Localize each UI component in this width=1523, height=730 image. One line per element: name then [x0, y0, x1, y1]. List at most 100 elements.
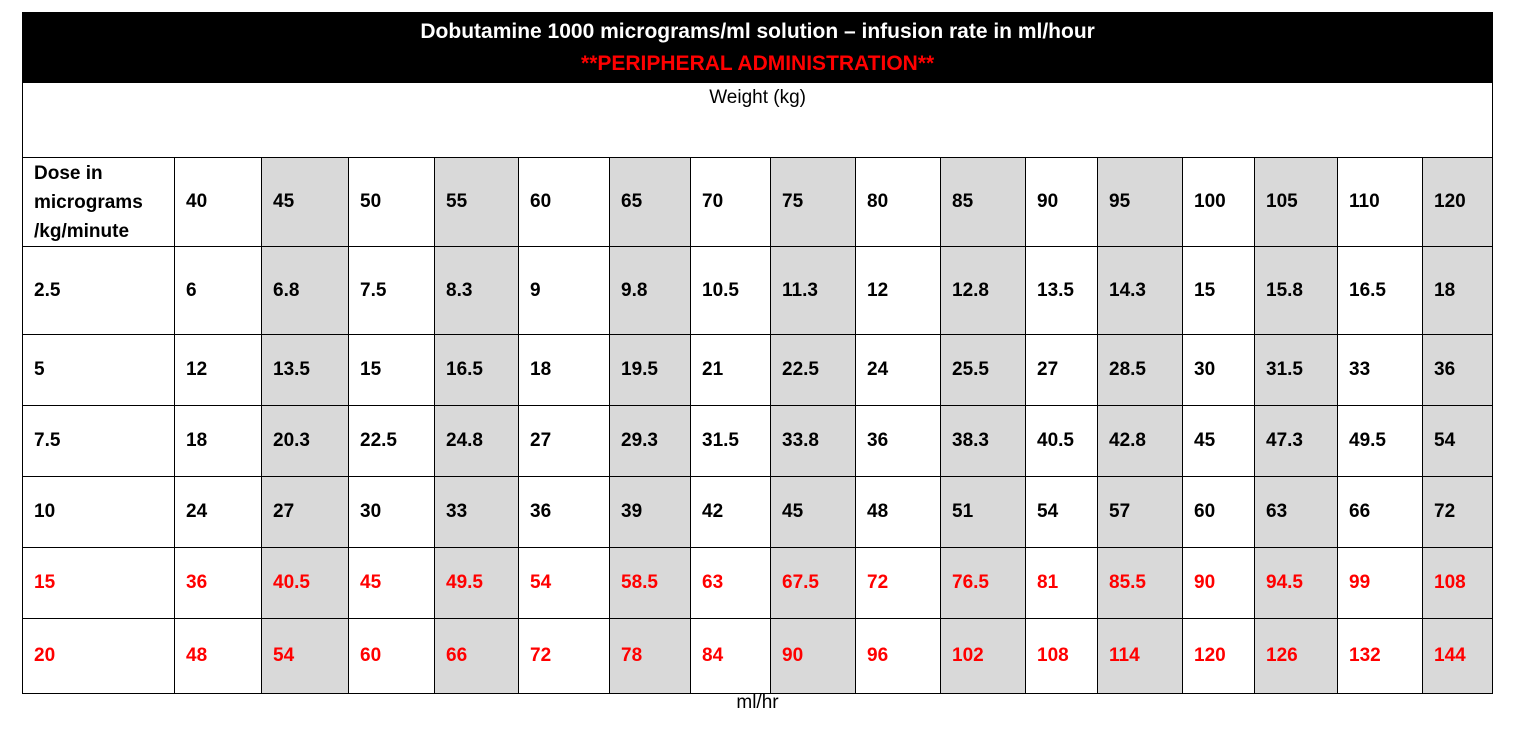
rate-cell: 42 [690, 476, 771, 548]
weight-header-cell: 95 [1097, 157, 1183, 247]
rate-cell: 66 [434, 618, 519, 694]
dose-cell: 20 [22, 618, 175, 694]
weight-label-row: Weight (kg) [21, 82, 1494, 158]
rate-cell: 11.3 [770, 246, 856, 335]
rate-cell: 85.5 [1097, 547, 1183, 619]
rate-cell: 18 [174, 405, 262, 477]
rate-cell: 63 [690, 547, 771, 619]
rate-cell: 9 [518, 246, 610, 335]
rate-cell: 18 [1421, 246, 1494, 335]
rate-cell: 120 [1182, 618, 1255, 694]
table-row: 10 24 27 30 33 36 39 42 45 48 51 54 57 60 63 66 72 [22, 476, 1494, 548]
rate-cell: 42.8 [1097, 405, 1183, 477]
rate-cell: 108 [1025, 618, 1098, 694]
rate-cell: 14.3 [1097, 246, 1183, 335]
dose-cell: 10 [22, 476, 175, 548]
rate-cell: 60 [348, 618, 435, 694]
rate-cell: 72 [855, 547, 941, 619]
rate-cell: 30 [1182, 334, 1255, 406]
rate-cell: 15 [1182, 246, 1255, 335]
dose-cell: 5 [22, 334, 175, 406]
rate-cell: 24.8 [434, 405, 519, 477]
rate-cell: 10.5 [690, 246, 771, 335]
rate-cell: 31.5 [690, 405, 771, 477]
weight-header-cell: 85 [940, 157, 1026, 247]
rate-cell: 36 [1421, 334, 1494, 406]
weight-header-cell: 110 [1337, 157, 1423, 247]
table-row: 5 12 13.5 15 16.5 18 19.5 21 22.5 24 25.5 27 28.5 30 3… [22, 334, 1494, 406]
dose-cell: 7.5 [22, 405, 175, 477]
rate-cell: 27 [518, 405, 610, 477]
table-row: 15 36 40.5 45 49.5 54 58.5 63 67.5 72 76.5 81 85.5 90… [22, 547, 1494, 619]
weight-header-cell: 55 [434, 157, 519, 247]
rate-cell: 33 [434, 476, 519, 548]
rate-cell: 21 [690, 334, 771, 406]
weight-header-cell: 105 [1254, 157, 1338, 247]
rate-cell: 48 [855, 476, 941, 548]
rate-cell: 25.5 [940, 334, 1026, 406]
weight-label: Weight (kg) [21, 82, 1494, 158]
rate-cell: 39 [609, 476, 691, 548]
rate-cell: 51 [940, 476, 1026, 548]
table-row: 2.5 6 6.8 7.5 8.3 9 9.8 10.5 11.3 12 12.8 13.5 14.3 1… [22, 246, 1494, 335]
rate-cell: 54 [1421, 405, 1494, 477]
weight-header-cell: 80 [855, 157, 941, 247]
weight-header-cell: 120 [1421, 157, 1494, 247]
weight-header-cell: 40 [174, 157, 262, 247]
rate-cell: 30 [348, 476, 435, 548]
rate-cell: 22.5 [770, 334, 856, 406]
rate-cell: 27 [1025, 334, 1098, 406]
rate-cell: 66 [1337, 476, 1423, 548]
rate-cell: 31.5 [1254, 334, 1338, 406]
rate-cell: 6.8 [261, 246, 349, 335]
rate-cell: 24 [174, 476, 262, 548]
rate-cell: 114 [1097, 618, 1183, 694]
rate-cell: 33.8 [770, 405, 856, 477]
rate-cell: 27 [261, 476, 349, 548]
rate-cell: 49.5 [1337, 405, 1423, 477]
rate-cell: 90 [1182, 547, 1255, 619]
rate-cell: 16.5 [1337, 246, 1423, 335]
weight-header-cell: 70 [690, 157, 771, 247]
rate-cell: 76.5 [940, 547, 1026, 619]
rate-cell: 94.5 [1254, 547, 1338, 619]
rate-cell: 20.3 [261, 405, 349, 477]
rate-cell: 48 [174, 618, 262, 694]
weight-header-row: Dose in micrograms /kg/minute 40 45 50 55 60… [22, 157, 1494, 247]
rate-cell: 13.5 [1025, 246, 1098, 335]
rate-cell: 96 [855, 618, 941, 694]
rate-cell: 16.5 [434, 334, 519, 406]
rate-cell: 45 [1182, 405, 1255, 477]
rate-cell: 60 [1182, 476, 1255, 548]
rate-cell: 15 [348, 334, 435, 406]
rate-cell: 63 [1254, 476, 1338, 548]
rate-cell: 36 [855, 405, 941, 477]
rate-cell: 40.5 [261, 547, 349, 619]
infusion-rate-table: Dobutamine 1000 micrograms/ml solution –… [21, 12, 1494, 694]
rate-cell: 12 [174, 334, 262, 406]
rate-cell: 72 [1421, 476, 1494, 548]
weight-header-cell: 75 [770, 157, 856, 247]
table-row: 20 48 54 60 66 72 78 84 90 96 102 108 114 120 126 132 14… [22, 618, 1494, 694]
table-title: Dobutamine 1000 micrograms/ml solution –… [420, 19, 1095, 43]
rate-cell: 19.5 [609, 334, 691, 406]
rate-cell: 54 [261, 618, 349, 694]
title-cell: Dobutamine 1000 micrograms/ml solution –… [21, 12, 1494, 83]
title-row: Dobutamine 1000 micrograms/ml solution –… [21, 12, 1494, 83]
rate-cell: 15.8 [1254, 246, 1338, 335]
rate-cell: 22.5 [348, 405, 435, 477]
dose-header: Dose in micrograms /kg/minute [22, 157, 175, 247]
rate-cell: 57 [1097, 476, 1183, 548]
rate-cell: 8.3 [434, 246, 519, 335]
rate-cell: 58.5 [609, 547, 691, 619]
rate-cell: 67.5 [770, 547, 856, 619]
rate-cell: 49.5 [434, 547, 519, 619]
rate-cell: 102 [940, 618, 1026, 694]
rate-cell: 33 [1337, 334, 1423, 406]
unit-label: ml/hr [736, 692, 779, 713]
table-row: 7.5 18 20.3 22.5 24.8 27 29.3 31.5 33.8 36 38.3 40.… [22, 405, 1494, 477]
weight-header-cell: 50 [348, 157, 435, 247]
rate-cell: 81 [1025, 547, 1098, 619]
weight-header-cell: 65 [609, 157, 691, 247]
weight-header-cell: 45 [261, 157, 349, 247]
